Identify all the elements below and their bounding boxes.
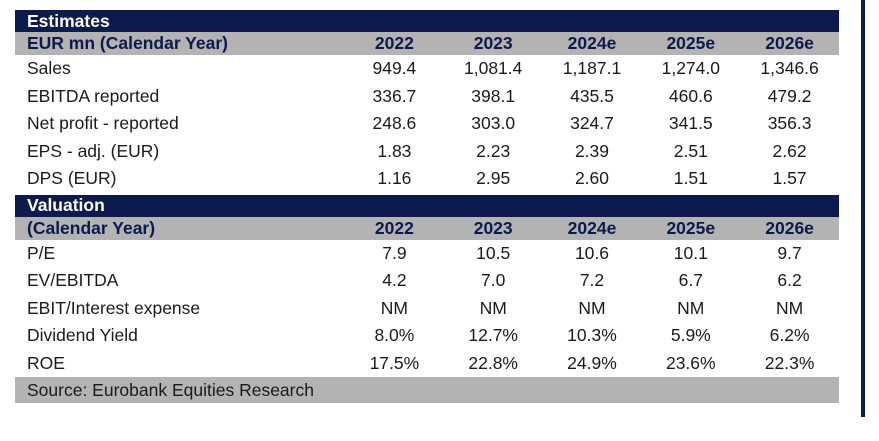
cell: 398.1: [471, 85, 516, 106]
table-row: EPS - adj. (EUR) 1.83 2.23 2.39 2.51 2.6…: [15, 138, 839, 166]
row-label: P/E: [27, 242, 56, 263]
cell: 1.83: [377, 140, 412, 161]
header-year: 2023: [473, 217, 513, 238]
header-year: 2023: [473, 33, 513, 53]
cell: NM: [479, 297, 507, 318]
cell: 1.51: [673, 168, 708, 189]
cell: 303.0: [471, 113, 516, 134]
cell: 435.5: [570, 85, 614, 106]
row-label: EPS - adj. (EUR): [27, 140, 160, 161]
cell: 1,187.1: [562, 58, 622, 79]
cell: 12.7%: [468, 325, 518, 346]
table-row: EBIT/Interest expense NM NM NM NM NM: [15, 295, 839, 323]
cell: 2.51: [673, 140, 708, 161]
table-row: EBITDA reported 336.7 398.1 435.5 460.6 …: [15, 83, 839, 111]
row-label: DPS (EUR): [27, 168, 117, 189]
cell: 248.6: [372, 113, 417, 134]
cell: 2.95: [476, 168, 511, 189]
source-note: Source: Eurobank Equities Research: [27, 379, 314, 400]
row-label: EBITDA reported: [27, 85, 160, 106]
cell: 10.3%: [567, 325, 617, 346]
cell: 336.7: [372, 85, 417, 106]
row-label: EV/EBITDA: [27, 270, 119, 291]
row-label: Dividend Yield: [27, 325, 138, 346]
table-row: Dividend Yield 8.0% 12.7% 10.3% 5.9% 6.2…: [15, 322, 839, 350]
table-row: ROE 17.5% 22.8% 24.9% 23.6% 22.3%: [15, 350, 839, 378]
header-year: 2026e: [765, 33, 814, 53]
cell: 22.8%: [468, 352, 518, 373]
cell: 341.5: [668, 113, 713, 134]
cell: 1,081.4: [464, 58, 523, 79]
row-label: ROE: [27, 352, 65, 373]
cell: 1.57: [772, 168, 807, 189]
cell: NM: [578, 297, 606, 318]
cell: 1.16: [377, 168, 412, 189]
cell: NM: [380, 297, 408, 318]
table-row: DPS (EUR) 1.16 2.95 2.60 1.51 1.57: [15, 165, 839, 193]
header-year: 2025e: [666, 33, 716, 53]
cell: 24.9%: [567, 352, 617, 373]
cell: 7.2: [579, 270, 605, 291]
cell: 2.39: [574, 140, 610, 161]
cell: 7.0: [481, 270, 506, 291]
cell: 6.7: [678, 270, 703, 291]
table-row: Net profit - reported 248.6 303.0 324.7 …: [15, 110, 839, 138]
table-row: EV/EBITDA 4.2 7.0 7.2 6.7 6.2: [15, 267, 839, 295]
header-label: (Calendar Year): [27, 217, 156, 238]
cell: 22.3%: [764, 352, 815, 373]
cell: 23.6%: [665, 352, 716, 373]
cell: 5.9%: [670, 325, 711, 346]
cell: 2.23: [476, 140, 511, 161]
cell: 6.2%: [769, 325, 810, 346]
cell: 2.60: [574, 168, 610, 189]
estimates-valuation-table: Estimates EUR mn (Calendar Year) 2022 20…: [15, 10, 839, 403]
cell: 479.2: [767, 85, 812, 106]
header-year: 2024e: [567, 33, 617, 53]
cell: 460.6: [668, 85, 713, 106]
cell: 949.4: [372, 58, 417, 79]
cell: NM: [775, 297, 804, 318]
row-label: EBIT/Interest expense: [27, 297, 201, 318]
cell: 2.62: [772, 140, 807, 161]
header-year: 2022: [374, 33, 414, 53]
cell: 324.7: [570, 113, 614, 134]
cell: 6.2: [777, 270, 802, 291]
cell: 7.9: [382, 242, 407, 263]
estimates-title: Estimates: [27, 10, 110, 31]
header-year: 2026e: [765, 217, 814, 238]
estimates-column-header: EUR mn (Calendar Year) 2022 2023 2024e 2…: [15, 32, 839, 55]
cell: NM: [677, 297, 705, 318]
header-year: 2022: [374, 217, 414, 238]
valuation-section-header: Valuation: [15, 194, 839, 217]
cell: 10.5: [476, 242, 511, 263]
valuation-title: Valuation: [27, 195, 105, 215]
valuation-column-header: (Calendar Year) 2022 2023 2024e 2025e 20…: [15, 216, 839, 240]
cell: 17.5%: [369, 352, 420, 373]
vertical-divider: [861, 0, 865, 417]
header-year: 2025e: [666, 217, 716, 238]
header-year: 2024e: [567, 217, 617, 238]
table-row: Sales 949.4 1,081.4 1,187.1 1,274.0 1,34…: [15, 55, 839, 83]
cell: 356.3: [767, 113, 812, 134]
estimates-section-header: Estimates: [15, 10, 839, 32]
cell: 9.7: [777, 242, 802, 263]
cell: 4.2: [382, 270, 407, 291]
row-label: Sales: [27, 58, 71, 79]
table-row: P/E 7.9 10.5 10.6 10.1 9.7: [15, 240, 839, 268]
cell: 10.1: [673, 242, 708, 263]
header-label: EUR mn (Calendar Year): [27, 33, 228, 53]
source-footer: Source: Eurobank Equities Research: [15, 377, 839, 403]
cell: 1,274.0: [661, 58, 720, 79]
row-label: Net profit - reported: [27, 113, 179, 134]
cell: 8.0%: [374, 325, 415, 346]
cell: 10.6: [574, 242, 610, 263]
cell: 1,346.6: [760, 58, 819, 79]
